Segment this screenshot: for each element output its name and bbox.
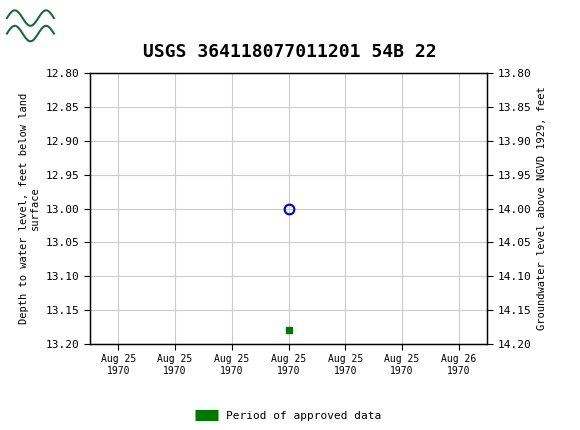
Y-axis label: Groundwater level above NGVD 1929, feet: Groundwater level above NGVD 1929, feet [537, 87, 547, 330]
Y-axis label: Depth to water level, feet below land
surface: Depth to water level, feet below land su… [19, 93, 40, 324]
Text: USGS 364118077011201 54B 22: USGS 364118077011201 54B 22 [143, 43, 437, 61]
FancyBboxPatch shape [6, 4, 55, 47]
Legend: Period of approved data: Period of approved data [191, 406, 386, 425]
Text: USGS: USGS [59, 16, 127, 36]
